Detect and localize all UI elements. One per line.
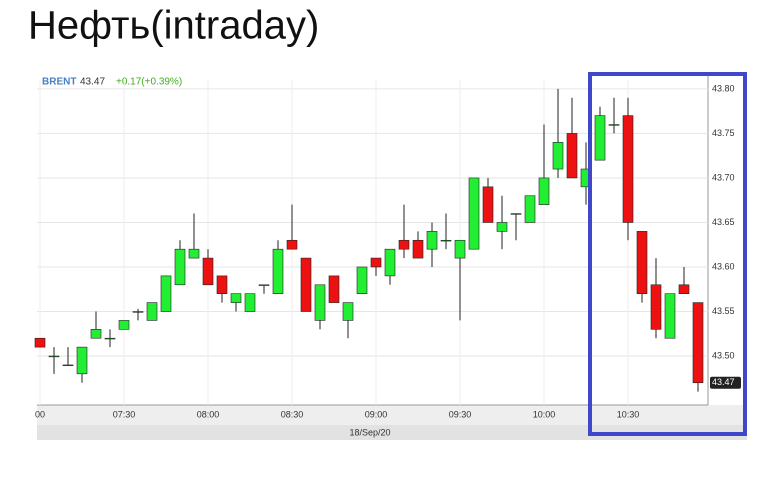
x-tick-label: 08:30	[281, 409, 304, 419]
x-tick-label: 09:30	[449, 409, 472, 419]
date-label: 18/Sep/20	[349, 427, 390, 437]
y-tick-label: 43.75	[712, 128, 735, 138]
candle-body	[468, 177, 480, 250]
candle-body	[524, 195, 536, 223]
candle-body	[538, 177, 550, 205]
candle-body	[118, 320, 130, 330]
candle-body	[412, 239, 424, 259]
candle-body	[34, 337, 46, 348]
candle-body	[678, 284, 690, 294]
y-tick-label: 43.55	[712, 306, 735, 316]
y-tick-label: 43.70	[712, 172, 735, 182]
candle-body	[258, 284, 270, 286]
candle-body	[398, 239, 410, 250]
last-price-tag-label: 43.47	[712, 377, 735, 387]
y-tick-label: 43.50	[712, 350, 735, 360]
candle-body	[692, 302, 704, 384]
candle-body	[244, 293, 256, 312]
symbol: BRENT	[42, 77, 76, 88]
x-tick-label: 09:00	[365, 409, 388, 419]
candle-body	[132, 311, 144, 313]
candle-body	[426, 231, 438, 250]
date-band	[37, 425, 747, 440]
candle-body	[314, 284, 326, 321]
candle-body	[202, 257, 214, 286]
x-tick-label: 00	[35, 409, 45, 419]
candle-body	[230, 293, 242, 303]
candle-body	[216, 275, 228, 294]
candle-body	[328, 275, 340, 303]
chart-title: Нефть(intraday)	[28, 4, 319, 48]
candle-body	[272, 248, 284, 294]
candle-body	[90, 329, 102, 339]
candle-body	[664, 293, 676, 339]
candle-body	[160, 275, 172, 312]
candle-body	[510, 213, 522, 215]
candle-body	[146, 302, 158, 321]
candle-body	[384, 248, 396, 277]
last-price: 43.47	[80, 77, 105, 88]
y-tick-label: 43.80	[712, 83, 735, 93]
x-tick-label: 07:30	[113, 409, 136, 419]
candle-body	[174, 248, 186, 286]
price-change: +0.17(+0.39%)	[116, 77, 182, 88]
candle-body	[356, 266, 368, 294]
candle-body	[188, 248, 200, 259]
candle-body	[286, 239, 298, 250]
candle-body	[608, 124, 620, 126]
y-tick-label: 43.65	[712, 217, 735, 227]
time-axis-band	[37, 405, 747, 425]
x-tick-label: 10:00	[533, 409, 556, 419]
candle-body	[566, 133, 578, 179]
y-tick-label: 43.60	[712, 261, 735, 271]
candle-body	[650, 284, 662, 330]
candle-body	[76, 346, 88, 375]
candle-body	[594, 115, 606, 161]
candle-body	[454, 239, 466, 259]
candle-body	[496, 222, 508, 232]
candle-body	[104, 337, 116, 340]
x-tick-label: 10:30	[617, 409, 640, 419]
highlight-box	[588, 72, 747, 436]
last-price-tag	[710, 376, 741, 389]
candle-body	[552, 142, 564, 170]
candle-body	[300, 257, 312, 312]
candle-body	[622, 115, 634, 223]
candle-body	[342, 302, 354, 321]
candle-body	[636, 231, 648, 294]
candle-body	[62, 364, 74, 367]
candle-body	[48, 355, 60, 358]
x-tick-label: 08:00	[197, 409, 220, 419]
candle-body	[482, 186, 494, 223]
plot: 43.50 43.55 43.60 43.65 43.70 43.75 43.80 00 07:…	[34, 80, 741, 419]
candle-body	[440, 239, 452, 242]
candle-body	[370, 257, 382, 268]
